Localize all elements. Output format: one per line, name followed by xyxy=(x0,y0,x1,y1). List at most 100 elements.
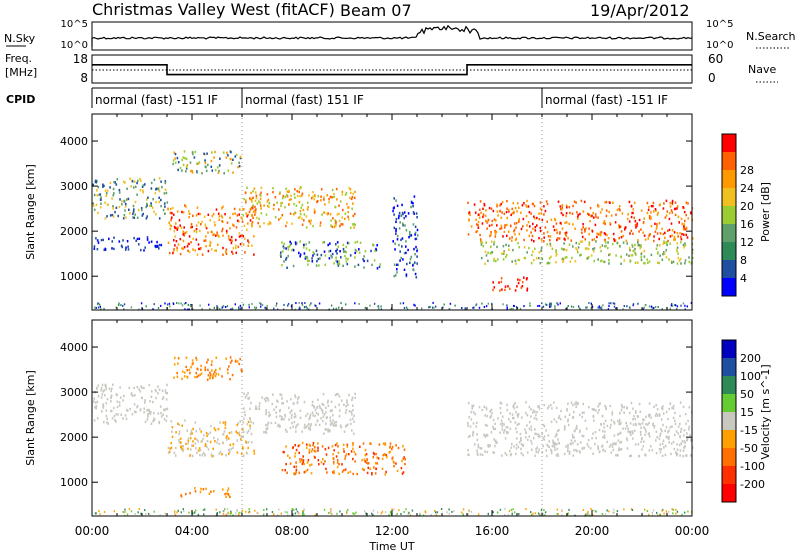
data-cell xyxy=(183,375,186,378)
data-cell xyxy=(603,220,606,223)
data-cell xyxy=(572,435,574,439)
data-cell xyxy=(532,512,534,515)
data-cell xyxy=(637,302,639,305)
data-cell xyxy=(332,217,334,220)
data-cell xyxy=(277,514,279,517)
data-cell xyxy=(92,202,94,205)
data-cell xyxy=(567,237,569,240)
data-cell xyxy=(485,305,488,308)
data-cell xyxy=(652,422,654,425)
data-cell xyxy=(115,413,118,416)
data-cell xyxy=(556,453,559,456)
data-cell xyxy=(582,434,585,438)
data-cell xyxy=(204,159,206,162)
data-cell xyxy=(322,403,325,407)
data-cell xyxy=(93,419,96,422)
data-cell xyxy=(192,440,194,443)
data-cell xyxy=(221,229,223,233)
data-cell xyxy=(309,464,311,467)
data-cell xyxy=(685,227,688,230)
data-cell xyxy=(305,243,307,246)
data-cell xyxy=(230,158,232,161)
data-cell xyxy=(597,306,599,309)
data-cell xyxy=(93,193,96,197)
data-cell xyxy=(501,252,503,255)
data-cell xyxy=(376,244,378,247)
data-cell xyxy=(639,433,642,436)
data-cell xyxy=(331,422,334,425)
data-cell xyxy=(115,306,117,309)
data-cell xyxy=(506,199,508,203)
data-cell xyxy=(464,308,467,311)
data-cell xyxy=(191,171,194,174)
data-cell xyxy=(153,303,155,306)
data-cell xyxy=(503,431,505,434)
y-tick-label: 4000 xyxy=(60,135,88,148)
data-cell xyxy=(166,201,169,204)
data-cell xyxy=(306,201,309,204)
colorbar-swatch xyxy=(722,152,736,170)
data-cell xyxy=(520,447,522,451)
data-cell xyxy=(195,230,198,234)
data-cell xyxy=(306,307,308,310)
data-cell xyxy=(614,221,617,224)
data-cell xyxy=(126,240,129,243)
data-cell xyxy=(496,210,499,213)
data-cell xyxy=(205,227,208,230)
data-cell xyxy=(584,238,587,241)
data-cell xyxy=(181,247,183,250)
power-scale-tick: 4 xyxy=(740,272,747,285)
data-cell xyxy=(113,415,116,418)
data-cell xyxy=(669,426,672,429)
data-cell xyxy=(245,201,247,204)
data-cell xyxy=(518,218,520,221)
data-cell xyxy=(362,442,365,445)
data-cell xyxy=(689,434,691,437)
data-cell xyxy=(321,402,323,406)
data-cell xyxy=(497,214,499,217)
data-cell xyxy=(164,181,167,185)
data-cell xyxy=(227,512,229,515)
data-cell xyxy=(613,434,616,437)
data-cell xyxy=(102,238,104,242)
data-cell xyxy=(294,394,296,397)
data-cell xyxy=(161,185,163,189)
data-cell xyxy=(236,451,239,454)
data-cell xyxy=(237,165,239,169)
data-cell xyxy=(200,246,202,250)
data-cell xyxy=(534,229,537,232)
data-cell xyxy=(603,232,606,235)
data-cell xyxy=(204,225,207,228)
data-cell xyxy=(586,306,588,309)
data-cell xyxy=(607,241,609,244)
data-cell xyxy=(572,204,574,208)
data-cell xyxy=(513,230,515,233)
data-cell xyxy=(336,248,338,251)
data-cell xyxy=(378,307,380,310)
data-cell xyxy=(318,264,320,267)
data-cell xyxy=(342,243,345,247)
data-cell xyxy=(513,403,515,407)
data-cell xyxy=(579,429,581,432)
data-cell xyxy=(510,213,512,217)
data-cell xyxy=(194,490,197,493)
data-cell xyxy=(399,259,401,262)
data-cell xyxy=(596,235,598,239)
data-cell xyxy=(299,460,302,464)
data-cell xyxy=(659,414,661,417)
data-cell xyxy=(487,302,489,305)
data-cell xyxy=(137,179,139,183)
data-cell xyxy=(152,400,154,404)
data-cell xyxy=(131,413,134,416)
data-cell xyxy=(632,423,635,426)
data-cell xyxy=(564,256,567,259)
data-cell xyxy=(197,243,200,246)
data-cell xyxy=(619,209,621,212)
data-cell xyxy=(589,219,591,223)
data-cell xyxy=(643,249,645,253)
data-cell xyxy=(246,228,248,231)
data-cell xyxy=(227,154,229,157)
data-cell xyxy=(586,443,589,446)
data-cell xyxy=(219,421,221,424)
data-cell xyxy=(533,215,535,218)
